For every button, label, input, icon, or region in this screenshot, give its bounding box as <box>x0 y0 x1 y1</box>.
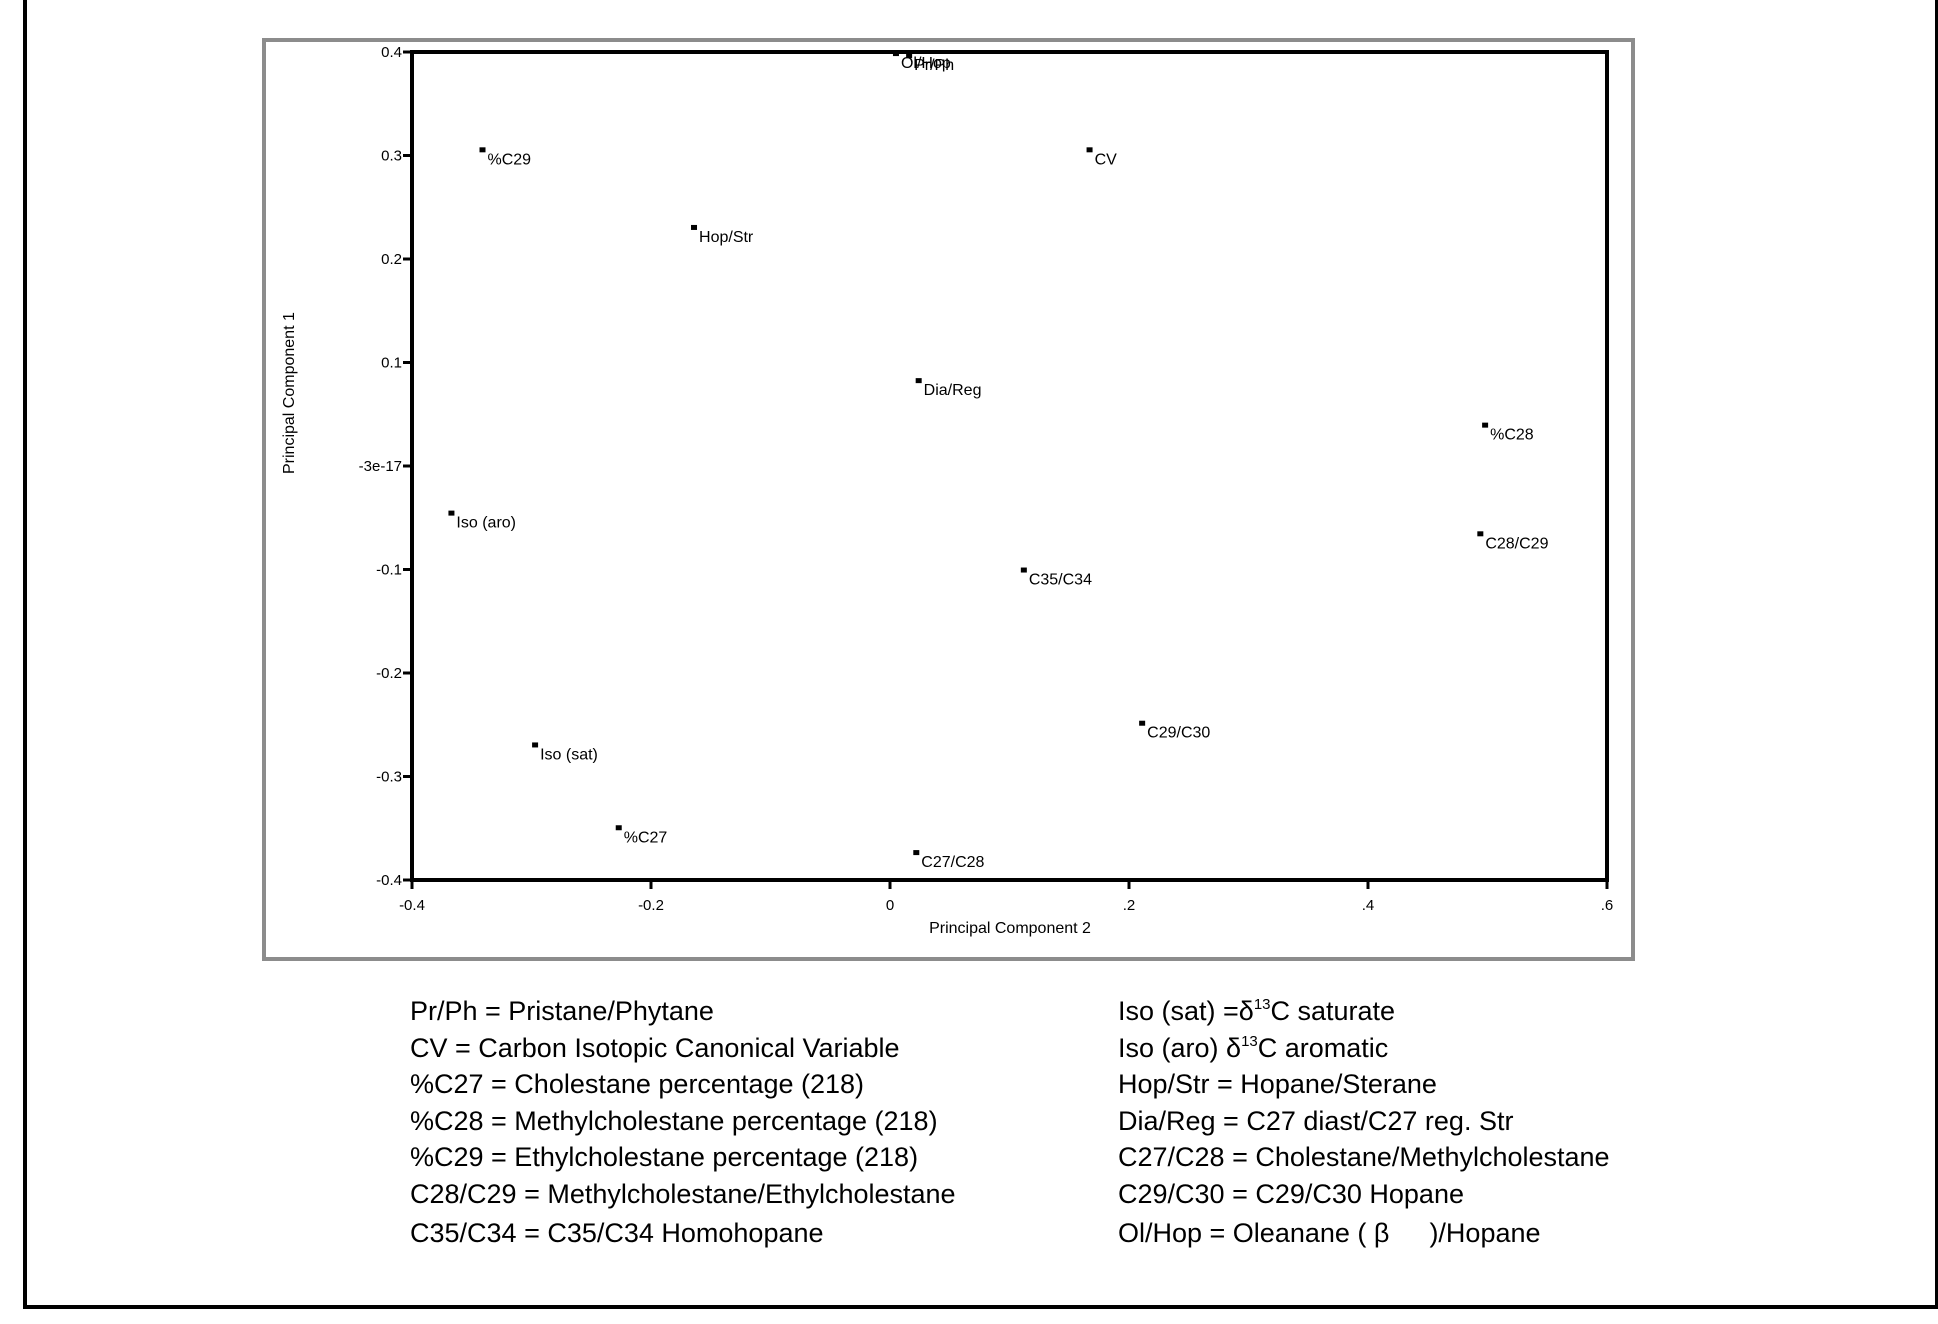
x-tick-label: .6 <box>1601 897 1614 914</box>
data-point-label: Ol/Hop <box>901 55 951 72</box>
legend-item: Ol/Hop = Oleanane ( β)/Hopane <box>1118 1218 1541 1248</box>
x-tick-label: 0 <box>886 897 894 914</box>
legend-item: Hop/Str = Hopane/Sterane <box>1118 1069 1437 1099</box>
legend-item: %C28 = Methylcholestane percentage (218) <box>410 1105 938 1136</box>
data-point-marker <box>1477 531 1484 537</box>
data-point-marker <box>615 825 622 831</box>
scatter-plot: 0.40.30.20.1-3e-17-0.1-0.2-0.3-0.4-0.4 -0… <box>359 44 1614 914</box>
legend-item: Pr/Ph = Pristane/Phytane <box>410 996 714 1026</box>
data-point-marker <box>1020 567 1027 573</box>
data-point-label: C35/C34 <box>1029 572 1092 589</box>
y-tick-label: -0.1 <box>376 562 402 579</box>
data-point-marker <box>906 53 913 59</box>
data-point-marker <box>1482 422 1489 428</box>
y-tick-label: -0.2 <box>376 665 402 682</box>
data-point-label: Hop/Str <box>699 229 754 246</box>
x-axis-label: Principal Component 2 <box>929 920 1091 937</box>
y-tick-label: 0.1 <box>381 355 402 372</box>
outer-frame <box>23 0 1938 1309</box>
data-point-label: Iso (sat) <box>540 746 598 763</box>
data-point-marker <box>892 51 899 57</box>
data-point-label: %C29 <box>488 151 532 168</box>
legend-item: Dia/Reg = C27 diast/C27 reg. Str <box>1118 1105 1514 1136</box>
x-tick-label: .2 <box>1123 897 1136 914</box>
data-point-label: Iso (aro) <box>456 515 516 532</box>
data-point-marker <box>915 378 922 384</box>
data-point-label: %C28 <box>1490 427 1534 444</box>
data-point-marker <box>479 147 486 153</box>
y-axis-label: Principal Component 1 <box>281 312 298 474</box>
legend-right-column: Iso (sat) =δ13C saturate Iso (aro) δ13C … <box>1118 993 1610 1252</box>
data-point-label: C28/C29 <box>1485 535 1548 552</box>
legend-item: C29/C30 = C29/C30 Hopane <box>1118 1178 1464 1209</box>
data-point-label: C29/C30 <box>1147 725 1210 742</box>
y-tick-label: 0.2 <box>381 251 402 268</box>
y-tick-label: 0.4 <box>381 44 402 61</box>
data-point-marker <box>691 224 698 230</box>
data-point-label: Pr/Ph <box>914 57 954 74</box>
legend-left-column: Pr/Ph = Pristane/Phytane CV = Carbon Iso… <box>410 993 956 1252</box>
legend-item: %C27 = Cholestane percentage (218) <box>410 1069 865 1099</box>
y-tick-label: -0.4 <box>376 872 402 889</box>
data-point-label: %C27 <box>624 829 668 846</box>
legend-item: C27/C28 = Cholestane/Methylcholestane <box>1118 1142 1610 1172</box>
data-point-label: Dia/Reg <box>924 382 982 399</box>
legend-item: C28/C29 = Methylcholestane/Ethylcholesta… <box>410 1178 956 1209</box>
x-tick-label: -0.2 <box>638 897 664 914</box>
data-point-marker <box>1139 720 1146 726</box>
data-point-marker <box>913 850 920 856</box>
y-tick-label: 0.3 <box>381 148 402 165</box>
legend-item: %C29 = Ethylcholestane percentage (218) <box>410 1142 919 1172</box>
legend-item: Iso (aro) δ13C aromatic <box>1118 1032 1389 1063</box>
y-tick-label: -3e-17 <box>359 458 402 475</box>
legend-item: Iso (sat) =δ13C saturate <box>1118 996 1396 1026</box>
data-point-label: C27/C28 <box>921 854 984 871</box>
data-point-marker <box>448 510 455 516</box>
x-tick-label: .4 <box>1362 897 1375 914</box>
chart-frame <box>262 38 1635 961</box>
data-point-marker <box>1086 147 1093 153</box>
x-tick-label: -0.4 <box>399 897 425 914</box>
data-point-label: CV <box>1095 151 1118 168</box>
y-tick-label: -0.3 <box>376 769 402 786</box>
legend-item: C35/C34 = C35/C34 Homohopane <box>410 1218 824 1248</box>
legend-item: CV = Carbon Isotopic Canonical Variable <box>410 1032 900 1063</box>
data-point-marker <box>532 742 539 748</box>
